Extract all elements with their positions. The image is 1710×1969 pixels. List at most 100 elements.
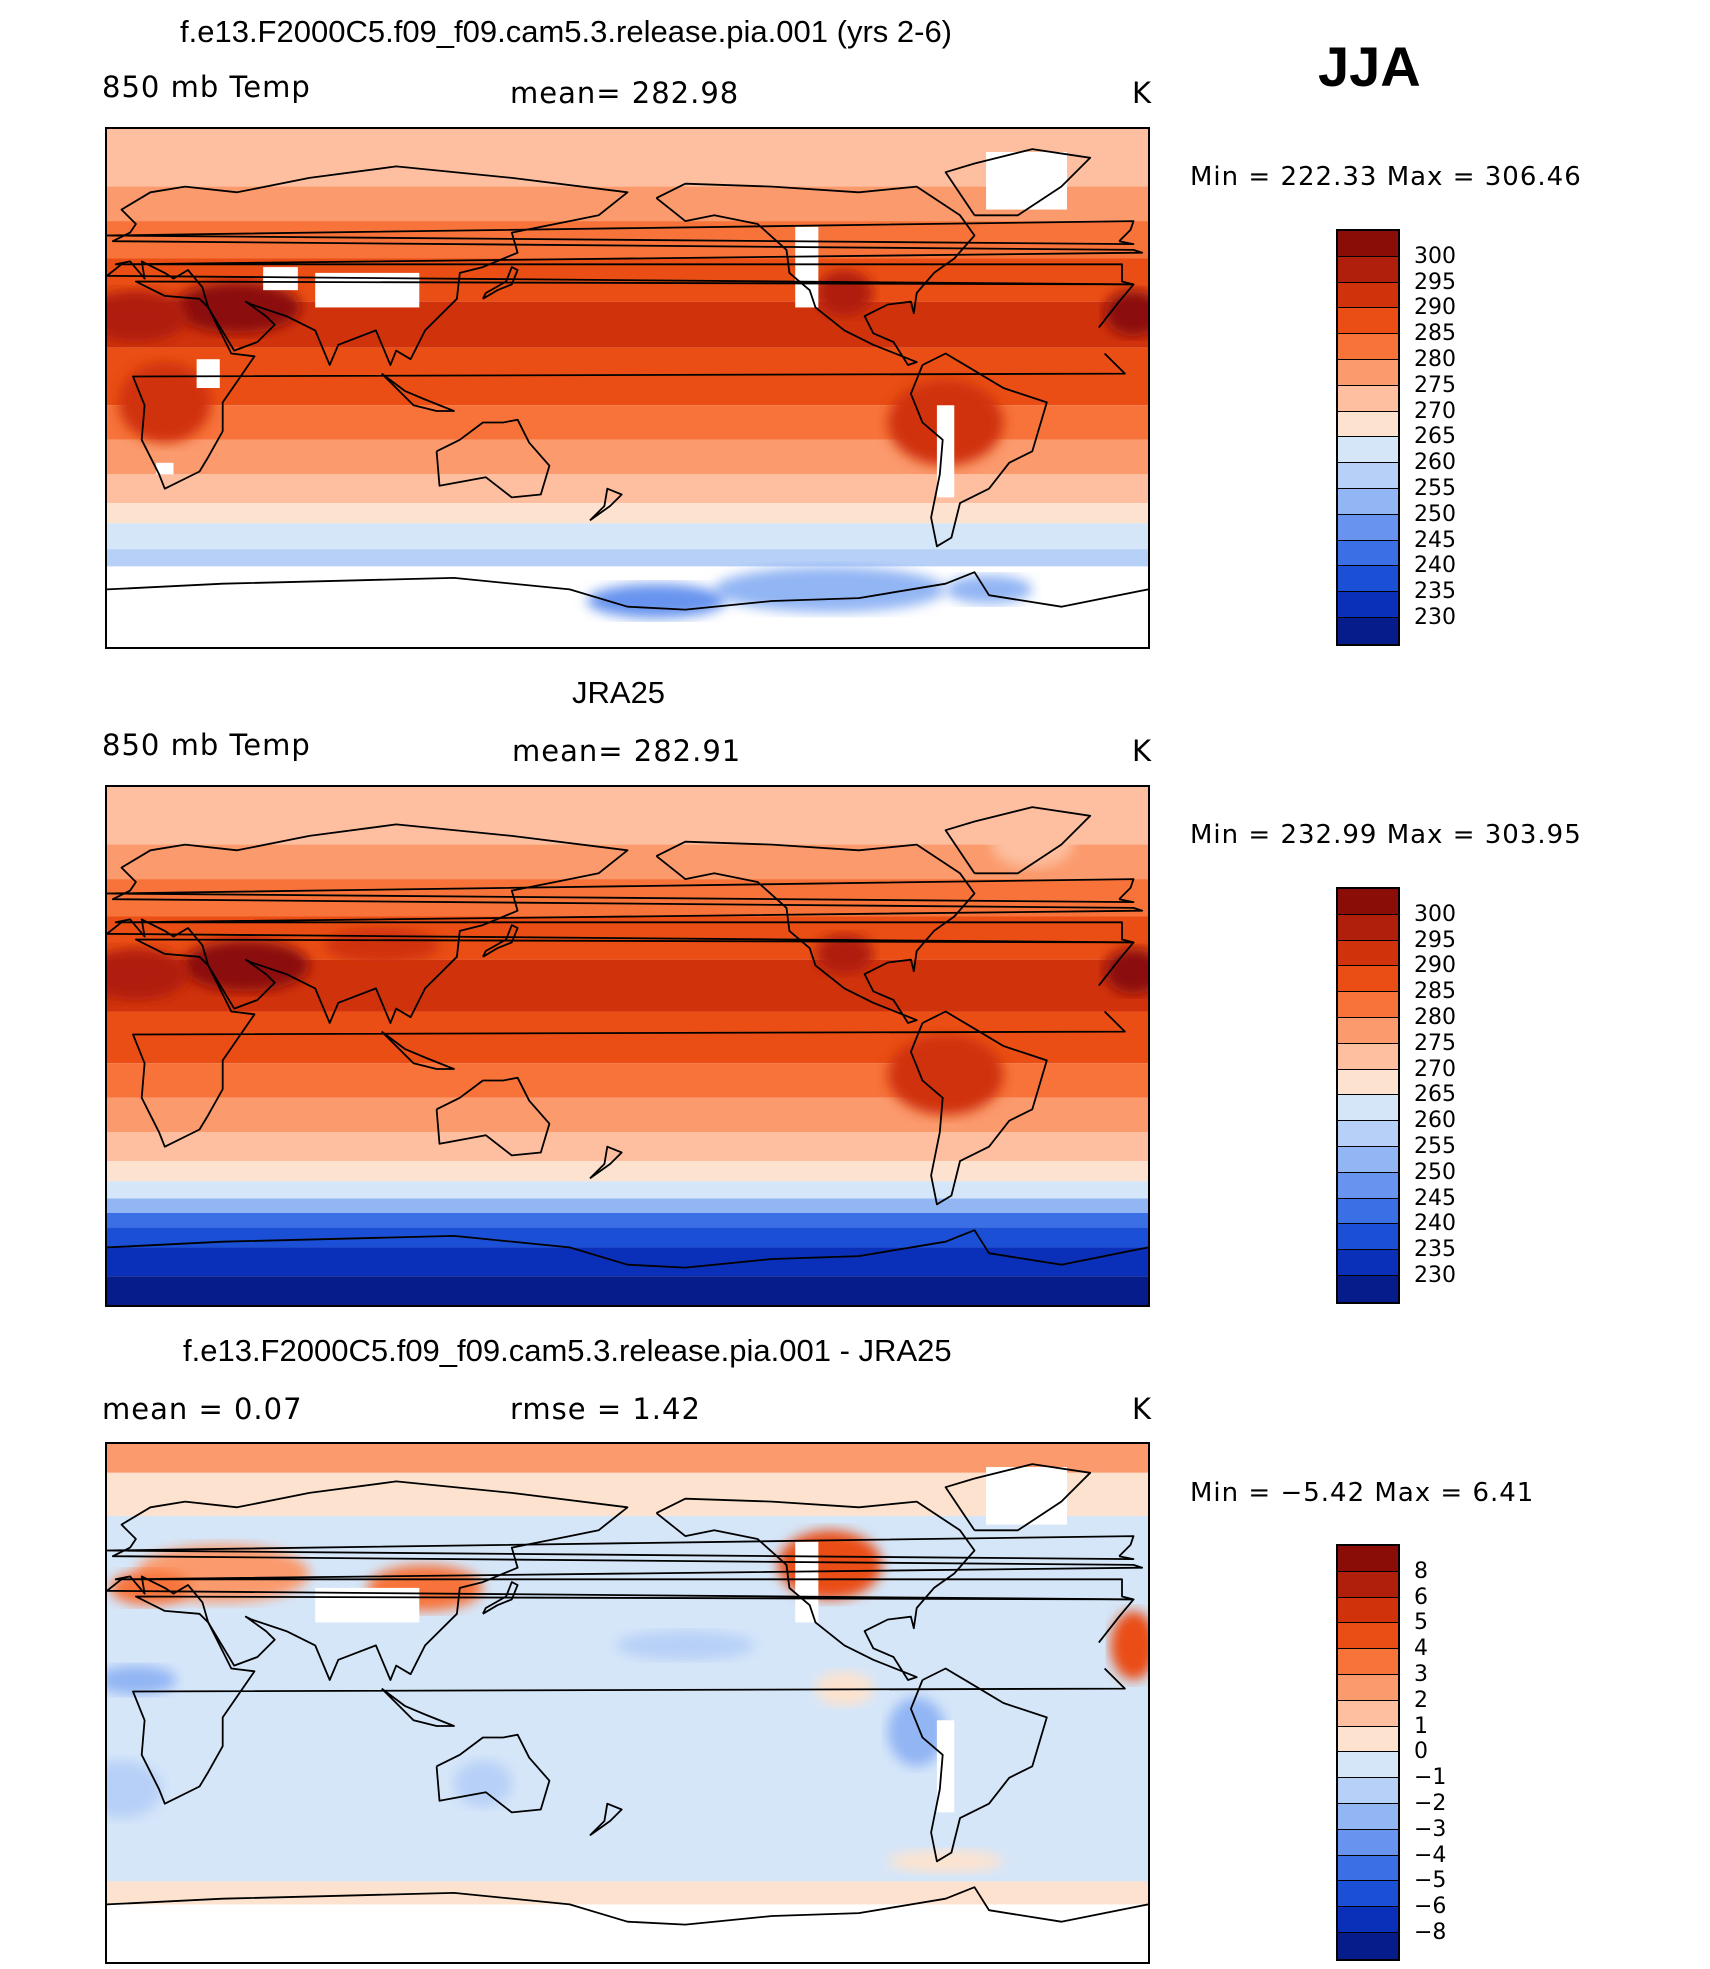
colorbar-swatch (1338, 1700, 1398, 1727)
colorbar-swatch (1338, 889, 1398, 915)
contour-band (107, 1904, 1148, 1962)
model-panel-title: f.e13.F2000C5.f09_f09.cam5.3.release.pia… (180, 14, 953, 49)
contour-band (107, 1227, 1148, 1248)
contour-band (107, 129, 1148, 187)
model-map (105, 127, 1150, 649)
coastline (107, 165, 1144, 366)
contour-region (815, 270, 874, 317)
colorbar-swatch (1338, 1752, 1398, 1779)
colorbar-swatch (1338, 1881, 1398, 1908)
diff-rmse-label: rmse = 1.42 (510, 1392, 701, 1426)
colorbar-tick-label: 290 (1414, 295, 1456, 321)
diff-colorbar (1336, 1544, 1400, 1961)
coastline (944, 148, 1092, 217)
obs-variable-label: 850 mb Temp (102, 728, 311, 762)
model-colorbar (1336, 229, 1400, 646)
colorbar-swatch (1338, 514, 1398, 541)
colorbar-tick-label: 285 (1414, 979, 1456, 1005)
colorbar-tick-label: 1 (1414, 1713, 1428, 1739)
contour-region (991, 821, 1073, 868)
colorbar-tick-label: 235 (1414, 579, 1456, 605)
colorbar-swatch (1338, 463, 1398, 489)
colorbar-tick-label: 275 (1414, 1030, 1456, 1056)
colorbar-tick-label: 2 (1414, 1687, 1428, 1713)
colorbar-tick-label: −2 (1414, 1791, 1447, 1816)
colorbar-swatch (1338, 1829, 1398, 1856)
colorbar-tick-label: 265 (1414, 424, 1456, 450)
coastline (132, 938, 1135, 1148)
contour-band (107, 523, 1148, 550)
colorbar-tick-label: 280 (1414, 1005, 1456, 1030)
coastline (910, 1010, 1048, 1206)
colorbar-swatch (1338, 1121, 1398, 1147)
contour-band (107, 1212, 1148, 1228)
missing-data-region (156, 462, 174, 475)
obs-colorbar (1336, 887, 1400, 1304)
coastline (107, 823, 1144, 1024)
colorbar-tick-label: 6 (1414, 1584, 1428, 1610)
coastline (482, 266, 519, 300)
coastline (132, 280, 1135, 490)
contour-region (107, 1760, 162, 1819)
contour-region (887, 1034, 1004, 1116)
colorbar-tick-label: 280 (1414, 347, 1456, 372)
colorbar-swatch (1338, 966, 1398, 993)
contour-band (107, 1181, 1148, 1199)
contour-region (1104, 290, 1148, 337)
colorbar-tick-label: 265 (1414, 1082, 1456, 1108)
contour-band (107, 503, 1148, 524)
coastline (107, 1535, 1135, 1560)
contour-region (107, 290, 188, 342)
missing-data-region (795, 1541, 819, 1623)
missing-data-region (986, 152, 1068, 210)
coastline (381, 1687, 455, 1727)
colorbar-swatch (1338, 1198, 1398, 1225)
obs-minmax: Min = 232.99 Max = 303.95 (1190, 820, 1582, 850)
model-mean-label: mean= 282.98 (510, 76, 740, 110)
colorbar-tick-label: −1 (1414, 1765, 1447, 1791)
colorbar-swatch (1338, 940, 1398, 967)
colorbar-tick-label: 245 (1414, 527, 1456, 553)
contour-band (107, 787, 1148, 845)
colorbar-swatch (1338, 1623, 1398, 1650)
diff-panel-title: f.e13.F2000C5.f09_f09.cam5.3.release.pia… (183, 1333, 952, 1368)
contour-region (118, 362, 212, 443)
contour-region (107, 948, 188, 1000)
missing-data-region (795, 226, 819, 308)
contour-region (887, 1849, 1004, 1873)
colorbar-swatch (1338, 1017, 1398, 1044)
colorbar-tick-label: 3 (1414, 1662, 1428, 1687)
colorbar-swatch (1338, 1546, 1398, 1572)
coastline (107, 1480, 1144, 1681)
contour-band (107, 1573, 1148, 1882)
colorbar-swatch (1338, 1803, 1398, 1830)
colorbar-swatch (1338, 308, 1398, 335)
colorbar-swatch (1338, 914, 1398, 941)
colorbar-tick-label: 260 (1414, 450, 1456, 476)
coastline (107, 878, 1135, 903)
coastline (132, 1595, 1135, 1805)
colorbar-swatch (1338, 385, 1398, 412)
obs-map (105, 785, 1150, 1307)
colorbar-swatch (1338, 256, 1398, 283)
colorbar-swatch (1338, 1907, 1398, 1933)
missing-data-region (263, 267, 298, 291)
contour-region (815, 933, 874, 975)
colorbar-tick-label: 290 (1414, 953, 1456, 979)
model-minmax: Min = 222.33 Max = 306.46 (1190, 162, 1582, 192)
coastline (589, 1802, 623, 1837)
coastline (482, 924, 519, 958)
contour-region (182, 939, 310, 992)
contour-band (107, 1444, 1148, 1473)
colorbar-swatch (1338, 617, 1398, 644)
coastline (381, 372, 455, 412)
colorbar-swatch (1338, 1250, 1398, 1276)
contour-region (1104, 948, 1148, 995)
colorbar-tick-label: 255 (1414, 476, 1456, 501)
colorbar-tick-label: 5 (1414, 1610, 1428, 1636)
contour-band (107, 1472, 1148, 1516)
map-canvas (107, 1444, 1148, 1962)
diff-mean-label: mean = 0.07 (102, 1392, 303, 1426)
coastline (107, 1229, 1148, 1269)
contour-band (107, 1198, 1148, 1213)
